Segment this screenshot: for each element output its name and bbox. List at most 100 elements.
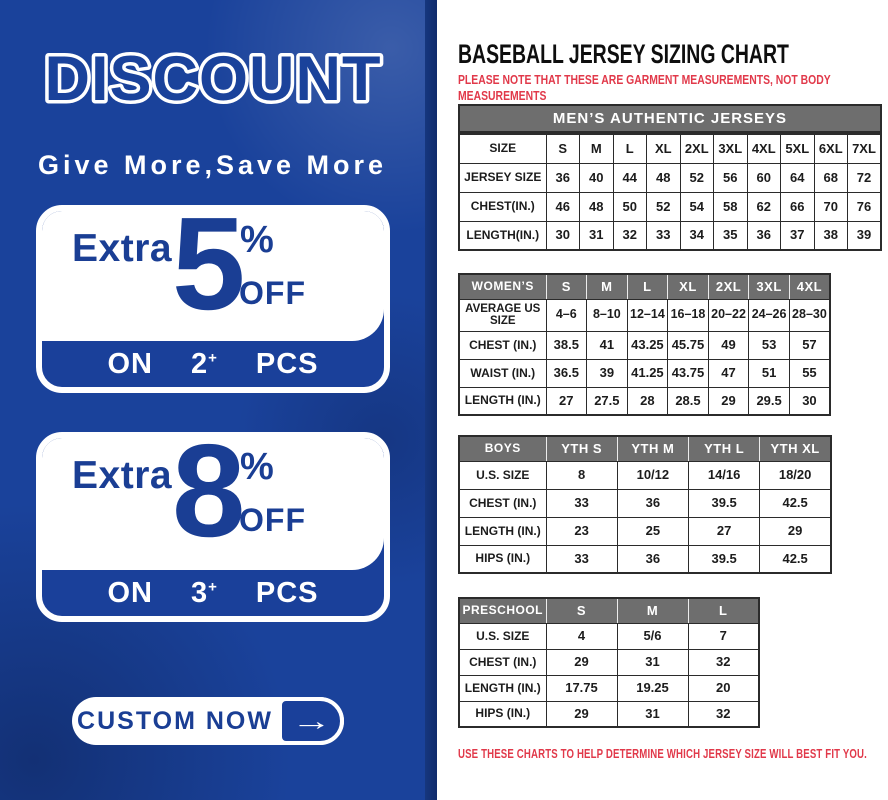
mens-authentic-jerseys-cell: 64 — [780, 162, 815, 193]
mens-sizing-table: SIZE S M L XL 2XL 3XL 4XL 5XL 6XL 7XL JERSEY SIZE 36… — [458, 133, 882, 251]
mens-authentic-jerseys-cell: 30 — [545, 220, 580, 251]
offer-condition-band: ON 2+ PCS — [42, 341, 384, 387]
womens-cell: WAIST (IN.) — [458, 358, 547, 388]
womens-cell: 16–18 — [667, 298, 709, 332]
boys-cell: 29 — [759, 516, 832, 546]
preschool-cell: 4 — [545, 622, 618, 650]
offer-extra-label: Extra — [72, 227, 173, 270]
mens-authentic-jerseys-cell: 46 — [545, 191, 580, 222]
discount-headline: DISCOUNT — [41, 41, 384, 118]
womens-cell: 4–6 — [545, 298, 588, 332]
offer-5-percent: Extra 5 % OFF ON 2+ PCS — [36, 205, 390, 393]
womens-cell: 53 — [748, 330, 790, 360]
womens-cell: 41.25 — [626, 358, 669, 388]
boys-cell: 42.5 — [759, 488, 832, 518]
custom-now-button[interactable]: CUSTOM NOW → — [72, 697, 344, 745]
womens-cell: 20–22 — [707, 298, 750, 332]
mens-authentic-jerseys-cell: 54 — [679, 191, 714, 222]
mens-authentic-jerseys-header-cell: 7XL — [847, 133, 882, 164]
mens-authentic-jerseys-cell: 40 — [579, 162, 614, 193]
boys-cell: 27 — [687, 516, 761, 546]
womens-cell: 8–10 — [586, 298, 628, 332]
womens-cell: CHEST (IN.) — [458, 330, 547, 360]
mens-authentic-jerseys-header-cell: 4XL — [746, 133, 781, 164]
pcs-label: PCS — [255, 576, 319, 609]
mens-authentic-jerseys-cell: 68 — [813, 162, 848, 193]
mens-authentic-jerseys-cell: 76 — [847, 191, 882, 222]
womens-cell: 43.25 — [626, 330, 669, 360]
on-label: ON — [107, 576, 153, 609]
womens-header-cell: M — [586, 273, 628, 300]
womens-cell: 49 — [707, 330, 750, 360]
mens-authentic-jerseys-header-cell: M — [579, 133, 614, 164]
preschool-cell: LENGTH (IN.) — [458, 674, 547, 702]
offer-8-top: Extra 8 % OFF — [42, 438, 384, 570]
panel-edge-divider — [425, 0, 437, 800]
mens-authentic-jerseys-header-cell: 2XL — [679, 133, 714, 164]
mens-authentic-jerseys-header-cell: 6XL — [813, 133, 848, 164]
mens-authentic-jerseys-cell: 34 — [679, 220, 714, 251]
off-label: OFF — [239, 275, 306, 311]
womens-cell: 24–26 — [748, 298, 790, 332]
boys-cell: 14/16 — [687, 460, 761, 490]
mens-authentic-jerseys-header-cell: SIZE — [458, 133, 547, 164]
mens-authentic-jerseys-cell: 38 — [813, 220, 848, 251]
mens-authentic-jerseys-cell: 39 — [847, 220, 882, 251]
womens-cell: 57 — [788, 330, 831, 360]
mens-authentic-jerseys-header-cell: XL — [646, 133, 681, 164]
offer-value: 8 — [172, 432, 246, 564]
womens-header-cell: 2XL — [707, 273, 750, 300]
mens-authentic-jerseys-cell: 66 — [780, 191, 815, 222]
preschool-cell: 7 — [687, 622, 760, 650]
boys-cell: 23 — [545, 516, 618, 546]
pcs-label: PCS — [255, 347, 319, 380]
boys-header-cell: BOYS — [458, 435, 547, 462]
boys-cell: 42.5 — [759, 544, 832, 574]
mens-authentic-jerseys-cell: 44 — [612, 162, 647, 193]
womens-sizing-table: WOMEN’S S M L XL 2XL 3XL 4XL AVERAGE US SIZE 4–6 8… — [458, 273, 831, 416]
preschool-cell: 29 — [545, 648, 618, 676]
preschool-header-cell: S — [545, 597, 618, 624]
measurement-note: PLEASE NOTE THAT THESE ARE GARMENT MEASU… — [458, 72, 831, 104]
womens-cell: 43.75 — [667, 358, 709, 388]
preschool-cell: 31 — [616, 648, 689, 676]
mens-authentic-jerseys-cell: 58 — [713, 191, 748, 222]
boys-cell: 33 — [545, 488, 618, 518]
mens-authentic-jerseys-cell: 72 — [847, 162, 882, 193]
discount-title-text: DISCOUNT — [45, 44, 382, 114]
preschool-cell: CHEST (IN.) — [458, 648, 547, 676]
mens-authentic-jerseys-cell: 36 — [746, 220, 781, 251]
mens-authentic-jerseys-cell: 33 — [646, 220, 681, 251]
quantity: 2+ — [190, 347, 218, 380]
womens-cell: 27 — [545, 386, 588, 416]
womens-header-cell: S — [545, 273, 588, 300]
plus-sign: + — [208, 577, 218, 595]
womens-cell: 29 — [707, 386, 750, 416]
mens-authentic-jerseys-cell: 50 — [612, 191, 647, 222]
mens-authentic-jerseys-cell: 60 — [746, 162, 781, 193]
offer-condition-band: ON 3+ PCS — [42, 570, 384, 616]
mens-authentic-jerseys-cell: 56 — [713, 162, 748, 193]
preschool-cell: U.S. SIZE — [458, 622, 547, 650]
mens-authentic-jerseys-header-cell: 3XL — [713, 133, 748, 164]
boys-header-cell: YTH L — [687, 435, 761, 462]
mens-authentic-jerseys-cell: JERSEY SIZE — [458, 162, 547, 193]
arrow-right-icon: → — [278, 697, 344, 745]
boys-cell: HIPS (IN.) — [458, 544, 547, 574]
boys-sizing-table: BOYS YTH S YTH M YTH L YTH XL U.S. SIZE 8 10/12… — [458, 435, 832, 574]
womens-cell: 29.5 — [748, 386, 790, 416]
womens-header-cell: 3XL — [748, 273, 790, 300]
boys-cell: U.S. SIZE — [458, 460, 547, 490]
mens-authentic-jerseys-cell: 48 — [579, 191, 614, 222]
womens-cell: 45.75 — [667, 330, 709, 360]
boys-cell: 8 — [545, 460, 618, 490]
mens-authentic-jerseys-cell: 70 — [813, 191, 848, 222]
womens-header-cell: WOMEN’S — [458, 273, 547, 300]
womens-header-cell: XL — [667, 273, 709, 300]
mens-authentic-jerseys-header-cell: L — [612, 133, 647, 164]
mens-table-banner: MEN’S AUTHENTIC JERSEYS — [458, 104, 882, 133]
womens-cell: 41 — [586, 330, 628, 360]
quantity: 3+ — [190, 576, 218, 609]
offer-5-top: Extra 5 % OFF — [42, 211, 384, 341]
